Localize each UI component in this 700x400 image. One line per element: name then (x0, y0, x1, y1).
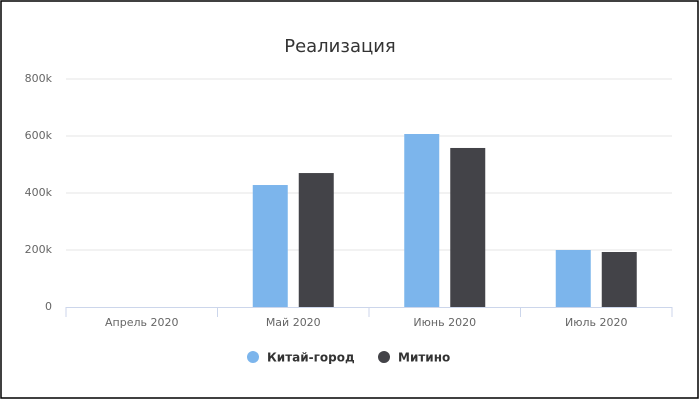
x-tick-label: Апрель 2020 (105, 316, 178, 329)
legend-label[interactable]: Китай-город (267, 351, 355, 365)
bar (252, 185, 288, 307)
bar (601, 251, 637, 307)
bar (450, 147, 486, 307)
y-tick-label: 0 (45, 300, 52, 313)
chart-title: Реализация (284, 36, 396, 57)
legend-marker[interactable] (378, 351, 390, 363)
y-tick-label: 400k (25, 186, 53, 199)
bar (404, 134, 440, 307)
y-tick-label: 200k (25, 243, 53, 256)
bar (298, 173, 334, 307)
bar (555, 250, 591, 307)
x-tick-label: Май 2020 (266, 316, 321, 329)
x-tick-label: Июль 2020 (565, 316, 628, 329)
y-tick-label: 600k (25, 129, 53, 142)
x-tick-label: Июнь 2020 (413, 316, 476, 329)
legend-label[interactable]: Митино (398, 351, 450, 365)
legend-marker[interactable] (247, 351, 259, 363)
y-tick-label: 800k (25, 72, 53, 85)
